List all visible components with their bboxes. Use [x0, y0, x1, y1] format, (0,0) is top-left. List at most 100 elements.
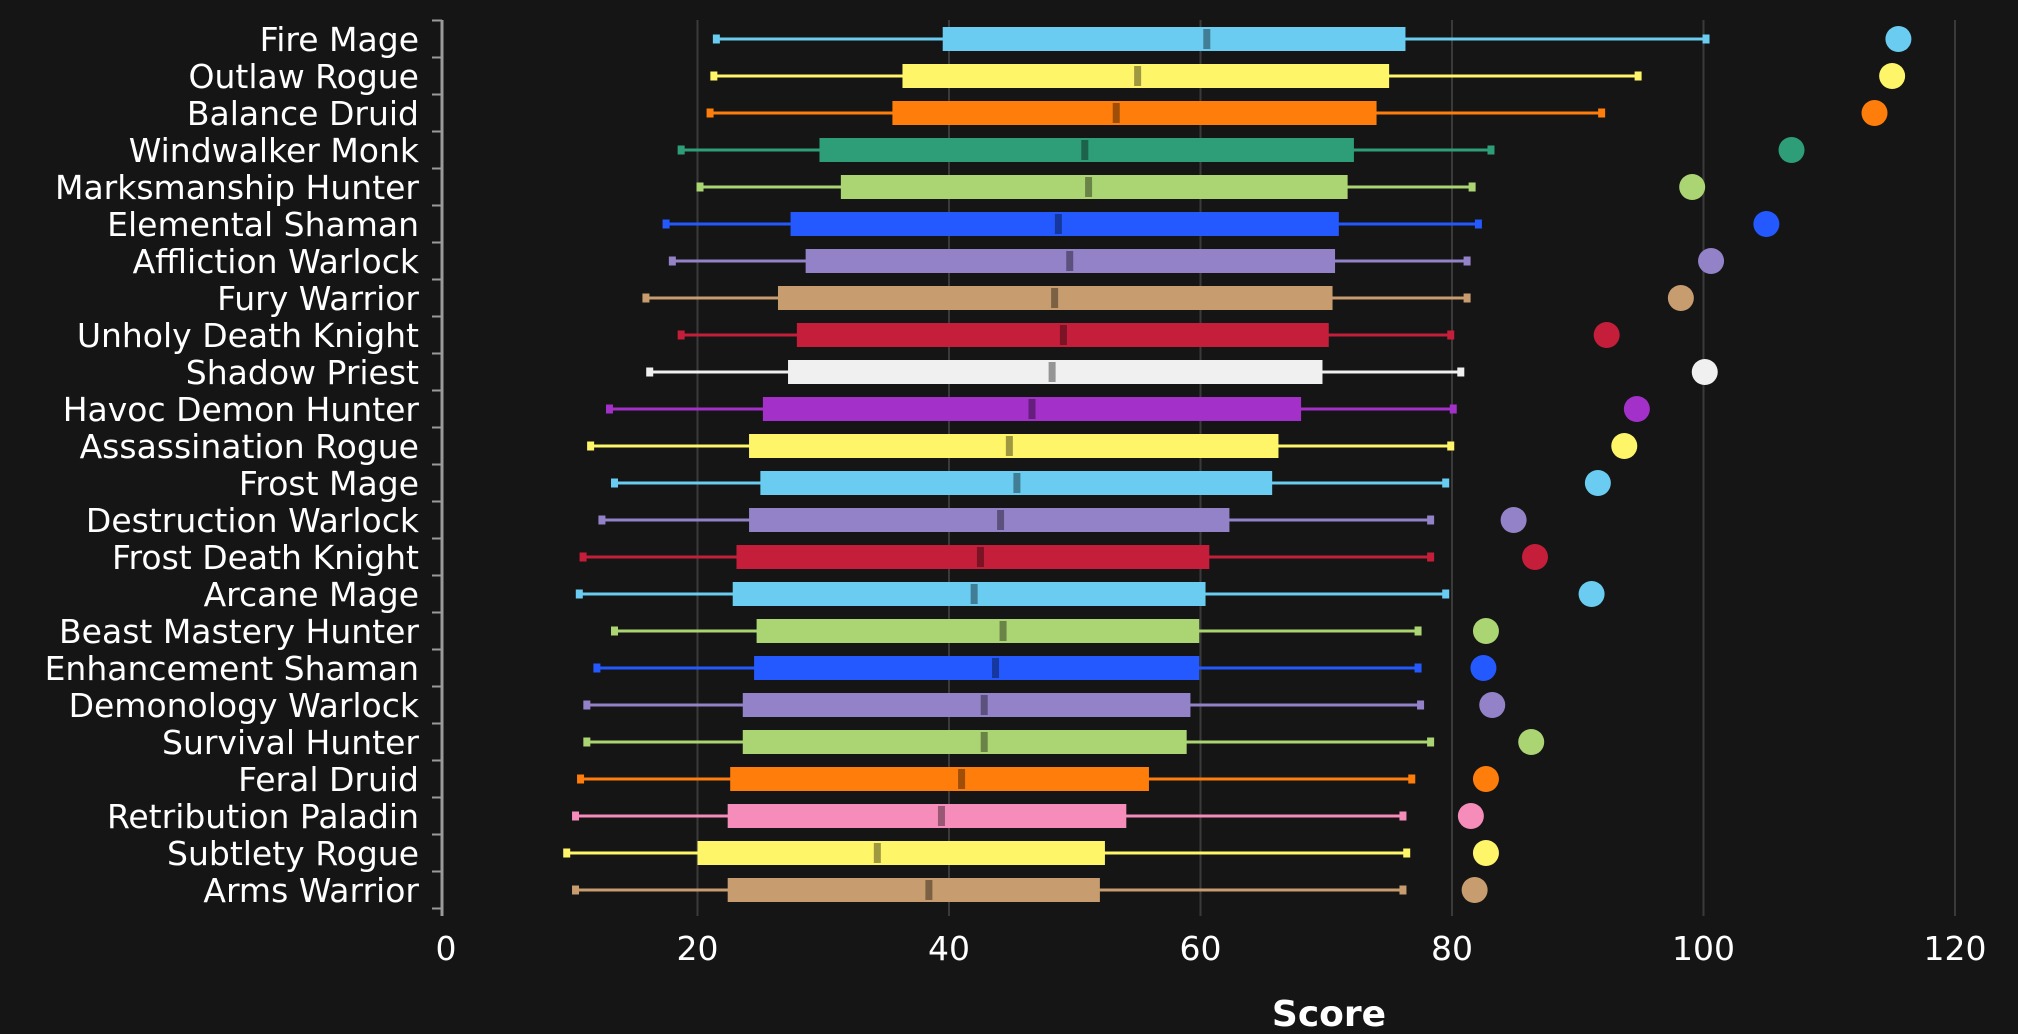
top-score-dot	[1679, 174, 1706, 200]
box-row	[710, 64, 1642, 88]
box-row	[572, 804, 1407, 828]
category-label: Elemental Shaman	[107, 205, 419, 244]
median-marker	[976, 547, 984, 567]
whisker-cap-max	[1408, 774, 1416, 784]
iqr-box	[736, 545, 1210, 569]
iqr-box	[942, 27, 1406, 51]
box-row	[577, 767, 1416, 791]
iqr-box	[730, 767, 1149, 791]
top-score-dot	[1611, 433, 1638, 459]
whisker-cap-min	[662, 219, 670, 229]
category-label: Demonology Warlock	[69, 686, 420, 725]
category-label: Frost Mage	[239, 464, 419, 503]
whisker-cap-min	[583, 737, 591, 747]
category-label: Windwalker Monk	[129, 131, 420, 170]
box-row	[642, 286, 1471, 310]
iqr-box	[727, 804, 1127, 828]
top-score-dot	[1461, 877, 1488, 903]
whisker-cap-min	[605, 404, 613, 414]
whisker-cap-max	[1403, 848, 1411, 858]
boxes	[563, 27, 1710, 902]
iqr-box	[754, 656, 1200, 680]
category-label: Destruction Warlock	[86, 501, 420, 540]
iqr-box	[840, 175, 1348, 199]
median-marker	[970, 584, 978, 604]
median-marker	[1085, 177, 1093, 197]
top-score-dot	[1753, 211, 1780, 237]
box-row	[696, 175, 1476, 199]
whisker-cap-min	[579, 552, 587, 562]
box-row	[611, 619, 1422, 643]
whisker-cap-min	[572, 811, 580, 821]
whisker-cap-min	[696, 182, 704, 192]
median-marker	[1112, 103, 1120, 123]
median-marker	[1005, 436, 1013, 456]
top-score-dot	[1479, 692, 1506, 718]
median-marker	[873, 843, 881, 863]
box-row	[668, 249, 1471, 273]
box-row	[712, 27, 1710, 51]
whisker-cap-max	[1468, 182, 1476, 192]
top-score-dot	[1457, 803, 1484, 829]
box-row	[572, 878, 1407, 902]
x-tick-label: 60	[1180, 929, 1222, 968]
top-score-dot	[1578, 581, 1605, 607]
top-score-dot	[1698, 248, 1725, 274]
top-score-dot	[1472, 618, 1499, 644]
whisker-cap-max	[1447, 441, 1455, 451]
iqr-box	[790, 212, 1339, 236]
median-marker	[1054, 214, 1062, 234]
iqr-box	[756, 619, 1200, 643]
median-marker	[997, 510, 1005, 530]
iqr-box	[749, 434, 1279, 458]
whisker-cap-min	[710, 71, 718, 81]
median-marker	[1081, 140, 1089, 160]
whisker-cap-max	[1442, 589, 1450, 599]
category-label: Beast Mastery Hunter	[59, 612, 419, 651]
box-row	[706, 101, 1606, 125]
whisker-cap-min	[677, 145, 685, 155]
whisker-cap-min	[577, 774, 585, 784]
box-row	[593, 656, 1422, 680]
whisker-cap-max	[1634, 71, 1642, 81]
top-score-dot	[1584, 470, 1611, 496]
box-row	[579, 545, 1435, 569]
top-score-dot	[1778, 137, 1805, 163]
top-score-dot	[1667, 285, 1694, 311]
category-label: Unholy Death Knight	[77, 316, 419, 355]
whisker-cap-max	[1598, 108, 1606, 118]
top-score-dot	[1593, 322, 1620, 348]
whisker-cap-max	[1474, 219, 1482, 229]
y-axis	[432, 19, 444, 916]
whisker-cap-min	[642, 293, 650, 303]
category-label: Havoc Demon Hunter	[63, 390, 420, 429]
whisker-cap-max	[1399, 811, 1407, 821]
whisker-cap-min	[563, 848, 571, 858]
median-marker	[1048, 362, 1056, 382]
category-label: Survival Hunter	[162, 723, 419, 762]
category-label: Fury Warrior	[217, 279, 419, 318]
whisker-cap-max	[1463, 293, 1471, 303]
box-row	[677, 323, 1455, 347]
median-marker	[999, 621, 1007, 641]
category-label: Balance Druid	[187, 94, 419, 133]
box-row	[598, 508, 1435, 532]
x-tick-label: 20	[677, 929, 719, 968]
box-row	[611, 471, 1450, 495]
x-axis-title: Score	[1272, 994, 1386, 1034]
iqr-box	[732, 582, 1206, 606]
top-score-dot	[1518, 729, 1545, 755]
box-row	[662, 212, 1482, 236]
iqr-box	[902, 64, 1390, 88]
median-marker	[1134, 66, 1142, 86]
top-score-dot	[1879, 63, 1906, 89]
box-row	[587, 434, 1455, 458]
whisker-cap-max	[1427, 737, 1435, 747]
median-marker	[1051, 288, 1059, 308]
whisker-cap-max	[1414, 663, 1422, 673]
top-score-dots	[1457, 26, 1912, 903]
whisker-cap-min	[706, 108, 714, 118]
